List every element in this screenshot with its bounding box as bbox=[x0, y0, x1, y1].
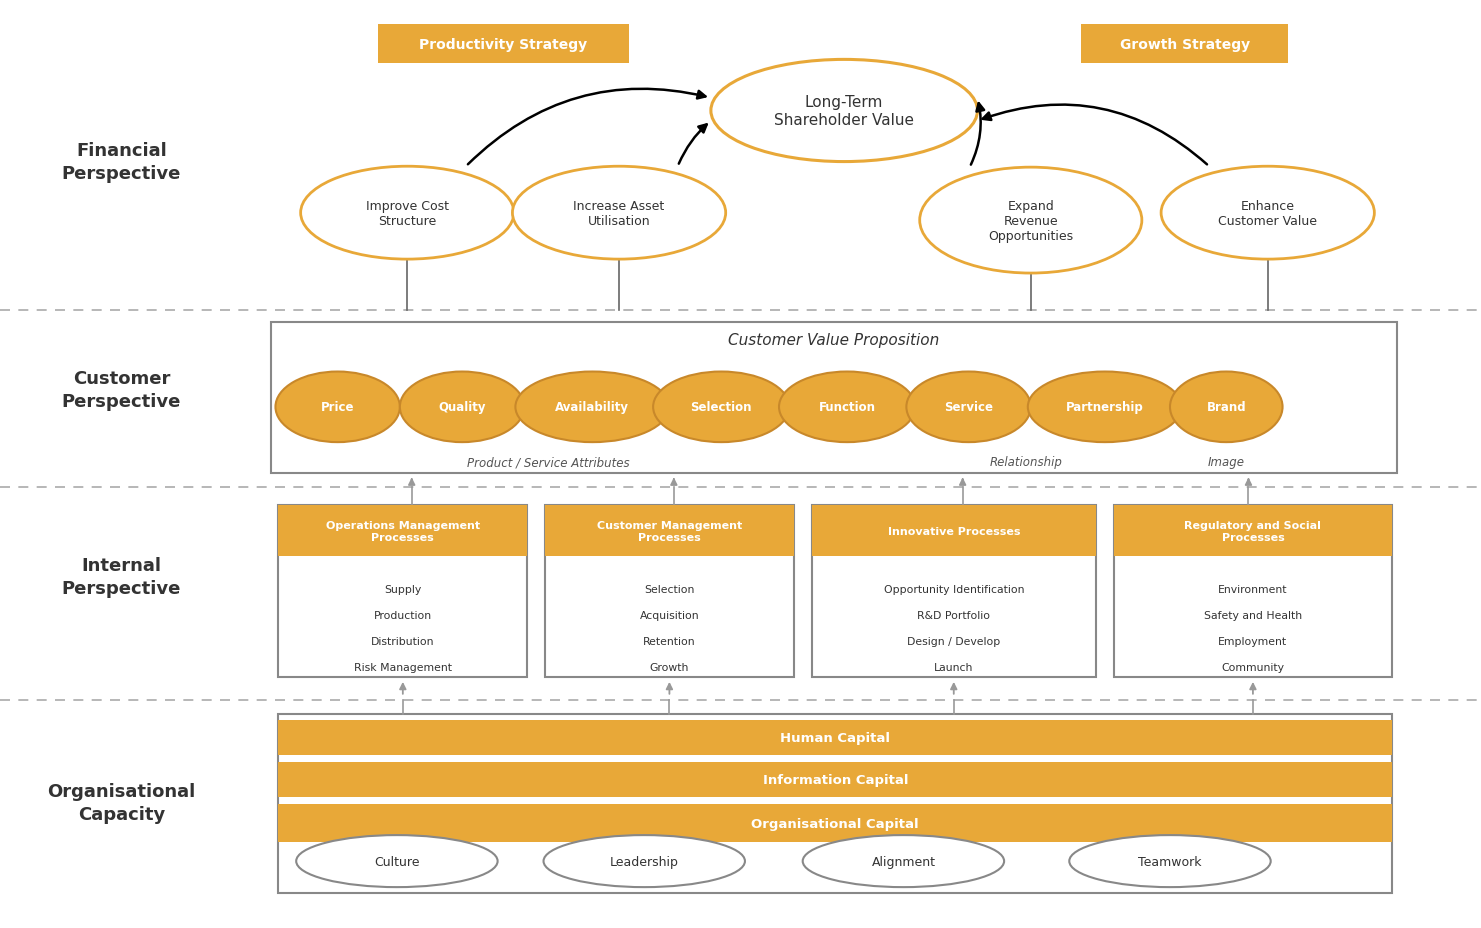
Text: R&D Portfolio: R&D Portfolio bbox=[917, 611, 991, 621]
Text: Growth: Growth bbox=[650, 663, 689, 673]
Text: Growth Strategy: Growth Strategy bbox=[1120, 37, 1250, 52]
FancyBboxPatch shape bbox=[1114, 506, 1392, 677]
FancyBboxPatch shape bbox=[378, 25, 629, 64]
Text: Regulatory and Social
Processes: Regulatory and Social Processes bbox=[1185, 521, 1321, 542]
FancyBboxPatch shape bbox=[545, 506, 794, 557]
Text: Supply: Supply bbox=[384, 585, 422, 595]
FancyBboxPatch shape bbox=[278, 715, 1392, 893]
FancyBboxPatch shape bbox=[812, 506, 1096, 677]
Text: Production: Production bbox=[373, 611, 432, 621]
Text: Partnership: Partnership bbox=[1066, 401, 1143, 414]
Text: Design / Develop: Design / Develop bbox=[908, 637, 1000, 647]
Text: Customer
Perspective: Customer Perspective bbox=[62, 369, 181, 410]
FancyBboxPatch shape bbox=[812, 506, 1096, 557]
Text: Safety and Health: Safety and Health bbox=[1204, 611, 1302, 621]
Text: Launch: Launch bbox=[935, 663, 973, 673]
FancyBboxPatch shape bbox=[278, 506, 527, 557]
Text: Enhance
Customer Value: Enhance Customer Value bbox=[1219, 200, 1317, 227]
Text: Risk Management: Risk Management bbox=[354, 663, 452, 673]
Text: Distribution: Distribution bbox=[372, 637, 434, 647]
Ellipse shape bbox=[275, 372, 400, 443]
Ellipse shape bbox=[779, 372, 915, 443]
FancyBboxPatch shape bbox=[545, 506, 794, 677]
FancyBboxPatch shape bbox=[278, 506, 527, 677]
Text: Employment: Employment bbox=[1219, 637, 1287, 647]
Text: Selection: Selection bbox=[644, 585, 695, 595]
Ellipse shape bbox=[920, 168, 1142, 274]
FancyBboxPatch shape bbox=[278, 762, 1392, 797]
Text: Organisational Capital: Organisational Capital bbox=[751, 817, 920, 830]
Text: Expand
Revenue
Opportunities: Expand Revenue Opportunities bbox=[988, 200, 1074, 242]
Text: Selection: Selection bbox=[690, 401, 752, 414]
FancyBboxPatch shape bbox=[271, 323, 1397, 473]
Text: Environment: Environment bbox=[1219, 585, 1287, 595]
FancyBboxPatch shape bbox=[278, 805, 1392, 842]
Ellipse shape bbox=[1161, 167, 1374, 260]
Ellipse shape bbox=[512, 167, 726, 260]
Text: Teamwork: Teamwork bbox=[1139, 855, 1201, 868]
Text: Acquisition: Acquisition bbox=[640, 611, 699, 621]
Text: Customer Value Proposition: Customer Value Proposition bbox=[729, 332, 939, 347]
Text: Relationship: Relationship bbox=[989, 456, 1063, 469]
Text: Long-Term
Shareholder Value: Long-Term Shareholder Value bbox=[775, 96, 914, 127]
Text: Alignment: Alignment bbox=[871, 855, 936, 868]
Ellipse shape bbox=[400, 372, 524, 443]
FancyBboxPatch shape bbox=[278, 720, 1392, 755]
Ellipse shape bbox=[1069, 835, 1271, 887]
Text: Customer Management
Processes: Customer Management Processes bbox=[597, 521, 742, 542]
Text: Financial
Perspective: Financial Perspective bbox=[62, 142, 181, 183]
FancyBboxPatch shape bbox=[1114, 506, 1392, 557]
Ellipse shape bbox=[515, 372, 669, 443]
Text: Productivity Strategy: Productivity Strategy bbox=[419, 37, 588, 52]
Ellipse shape bbox=[803, 835, 1004, 887]
Text: Product / Service Attributes: Product / Service Attributes bbox=[467, 456, 629, 469]
Text: Service: Service bbox=[943, 401, 994, 414]
Text: Retention: Retention bbox=[643, 637, 696, 647]
Ellipse shape bbox=[296, 835, 498, 887]
Text: Quality: Quality bbox=[438, 401, 486, 414]
Text: Community: Community bbox=[1222, 663, 1284, 673]
Text: Leadership: Leadership bbox=[610, 855, 678, 868]
Text: Operations Management
Processes: Operations Management Processes bbox=[326, 521, 480, 542]
Text: Culture: Culture bbox=[375, 855, 419, 868]
Ellipse shape bbox=[711, 60, 977, 162]
Text: Availability: Availability bbox=[555, 401, 629, 414]
Ellipse shape bbox=[1028, 372, 1182, 443]
Text: Opportunity Identification: Opportunity Identification bbox=[884, 585, 1023, 595]
Text: Internal
Perspective: Internal Perspective bbox=[62, 557, 181, 598]
Ellipse shape bbox=[544, 835, 745, 887]
Text: Human Capital: Human Capital bbox=[780, 731, 890, 744]
Ellipse shape bbox=[1170, 372, 1283, 443]
Text: Image: Image bbox=[1208, 456, 1244, 469]
Text: Innovative Processes: Innovative Processes bbox=[887, 526, 1020, 536]
Ellipse shape bbox=[653, 372, 789, 443]
Text: Organisational
Capacity: Organisational Capacity bbox=[47, 782, 195, 823]
Ellipse shape bbox=[906, 372, 1031, 443]
FancyBboxPatch shape bbox=[1081, 25, 1288, 64]
Text: Function: Function bbox=[819, 401, 875, 414]
Ellipse shape bbox=[301, 167, 514, 260]
Text: Brand: Brand bbox=[1207, 401, 1246, 414]
Text: Increase Asset
Utilisation: Increase Asset Utilisation bbox=[573, 200, 665, 227]
Text: Information Capital: Information Capital bbox=[763, 773, 908, 786]
Text: Improve Cost
Structure: Improve Cost Structure bbox=[366, 200, 449, 227]
Text: Price: Price bbox=[321, 401, 354, 414]
